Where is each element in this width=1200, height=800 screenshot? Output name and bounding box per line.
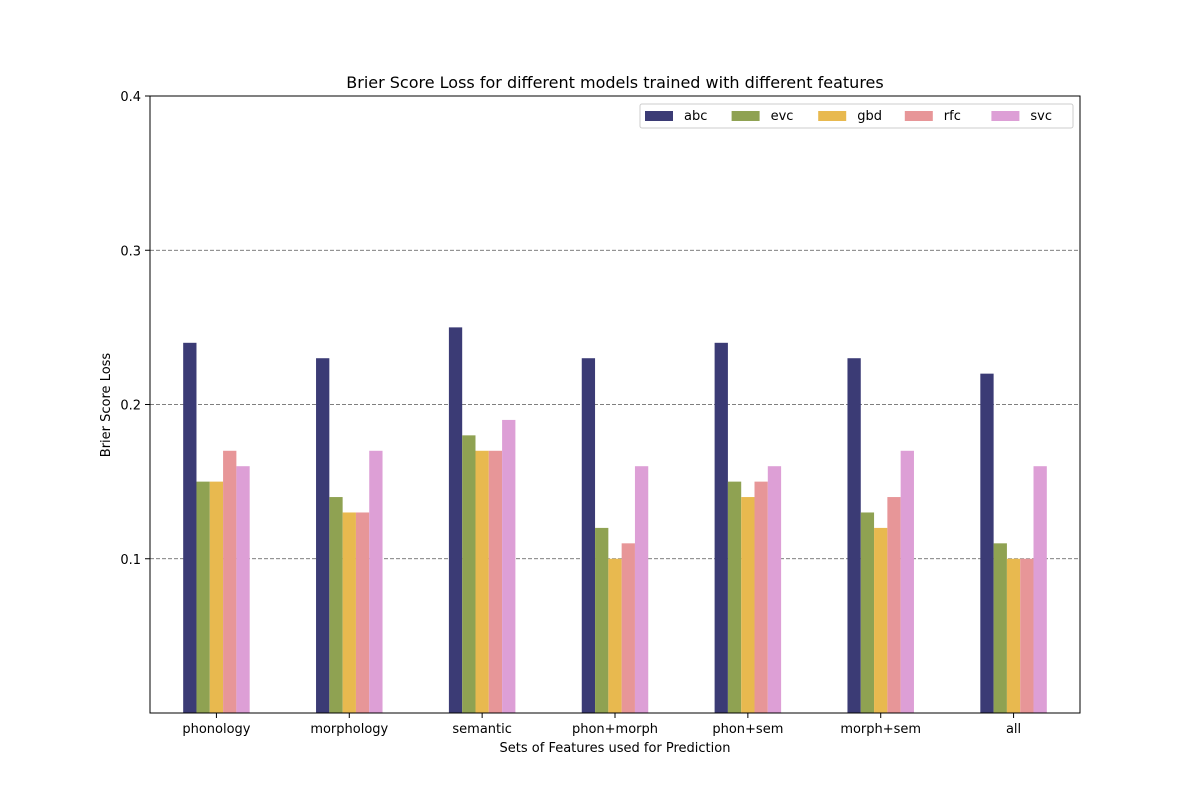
x-tick-label: all: [1006, 722, 1021, 737]
legend-label-gbd: gbd: [857, 109, 882, 124]
bar-svc-morph+sem: [900, 450, 914, 713]
x-tick-label: morph+sem: [840, 722, 921, 737]
bar-gbd-phonology: [209, 481, 224, 713]
x-tick-label: semantic: [452, 722, 512, 737]
y-tick-label: 0.1: [120, 553, 141, 568]
chart-title: Brier Score Loss for different models tr…: [346, 73, 883, 92]
bar-gbd-phon+morph: [608, 558, 622, 713]
bar-svc-phon+morph: [634, 466, 649, 713]
bar-svc-semantic: [502, 419, 516, 713]
bar-rfc-morphology: [355, 512, 370, 713]
x-axis-label: Sets of Features used for Prediction: [500, 741, 731, 756]
x-tick-label: phon+sem: [712, 722, 783, 737]
bar-rfc-semantic: [488, 450, 503, 713]
bar-rfc-all: [1020, 558, 1034, 713]
bar-rfc-morph+sem: [887, 497, 901, 713]
bar-evc-phon+morph: [595, 527, 609, 713]
legend-label-evc: evc: [771, 109, 794, 124]
bar-evc-phon+sem: [727, 481, 742, 713]
bar-rfc-phon+sem: [754, 481, 768, 713]
bar-abc-all: [980, 373, 994, 713]
legend-swatch-abc: [645, 111, 673, 121]
x-axis: phonology morphology semantic phon+morph pho…: [182, 713, 1021, 737]
bar-svc-phon+sem: [767, 466, 782, 713]
legend: abc evc gbd rfc svc: [639, 103, 1074, 129]
bar-gbd-semantic: [475, 450, 489, 713]
bar-svc-morphology: [369, 450, 383, 713]
x-tick-label: phonology: [182, 722, 250, 737]
bar-svc-phonology: [236, 466, 250, 713]
bars: [183, 327, 1047, 713]
x-tick-label: phon+morph: [572, 722, 658, 737]
bar-svc-all: [1033, 466, 1047, 713]
legend-label-svc: svc: [1030, 109, 1052, 124]
bar-abc-morph+sem: [847, 358, 861, 713]
y-tick-label: 0.2: [120, 399, 141, 414]
y-axis: 0.1 0.2 0.3 0.4: [120, 90, 150, 568]
bar-gbd-morphology: [342, 512, 356, 713]
legend-label-rfc: rfc: [944, 109, 961, 124]
legend-label-abc: abc: [684, 109, 707, 124]
bar-evc-morphology: [329, 497, 343, 713]
bar-rfc-phon+morph: [621, 543, 635, 713]
legend-box: [639, 103, 1074, 129]
bar-abc-semantic: [448, 327, 463, 713]
y-tick-label: 0.4: [120, 90, 141, 105]
legend-swatch-evc: [731, 111, 760, 121]
bar-evc-phonology: [196, 481, 210, 713]
bar-evc-semantic: [462, 435, 476, 713]
bar-evc-all: [993, 543, 1007, 713]
y-axis-label: Brier Score Loss: [99, 353, 114, 458]
legend-swatch-gbd: [818, 111, 847, 121]
legend-swatch-svc: [991, 111, 1020, 121]
legend-swatch-rfc: [904, 111, 933, 121]
y-tick-label: 0.3: [120, 244, 141, 259]
bar-abc-phon+morph: [581, 358, 596, 713]
bar-abc-phon+sem: [714, 342, 728, 713]
bar-gbd-morph+sem: [874, 527, 888, 713]
bar-evc-morph+sem: [860, 512, 875, 713]
bar-rfc-phonology: [223, 450, 237, 713]
bar-gbd-phon+sem: [741, 497, 755, 713]
bar-abc-phonology: [183, 342, 197, 713]
bar-abc-morphology: [316, 358, 330, 713]
bar-gbd-all: [1006, 558, 1021, 713]
x-tick-label: morphology: [310, 722, 388, 737]
